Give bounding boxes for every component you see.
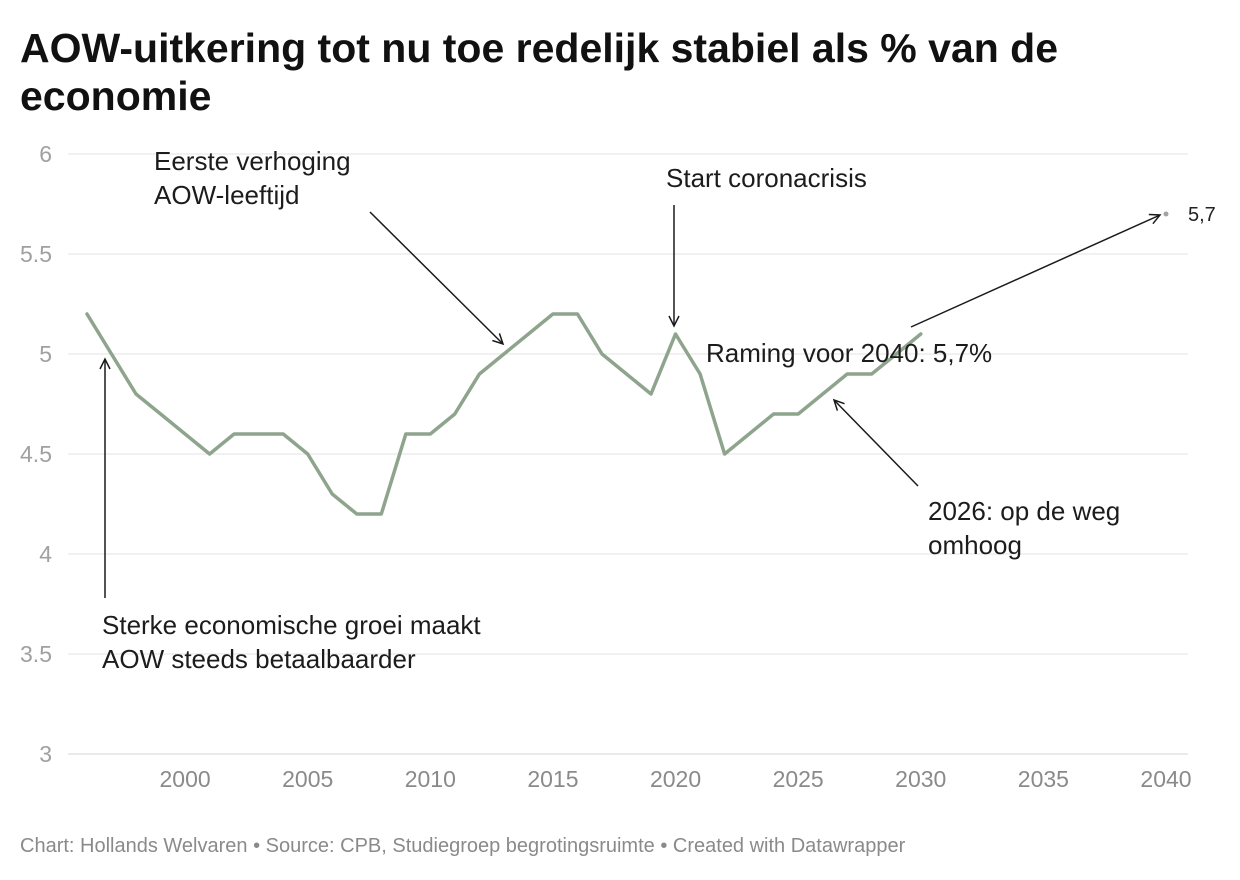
chart-title: AOW-uitkering tot nu toe redelijk stabie… [20,25,1059,119]
footer-source: Source: CPB, Studiegroep begrotingsruimt… [265,835,655,857]
annotation-line: Raming voor 2040: 5,7% [706,338,992,368]
y-tick-label: 3 [39,741,52,767]
line-chart: 33.544.555.56 2000 2005 2010 2015 2020 2025 20… [20,141,1216,792]
footer-created-with-link[interactable]: Created with Datawrapper [672,835,906,857]
annotation-line: AOW-leeftijd [154,180,299,210]
x-tick-label: 2010 [405,766,456,792]
annotation-corona-start: Start coronacrisis [666,163,867,193]
series-line [85,312,923,516]
x-tick-label: 2005 [282,766,333,792]
chart-footer: Chart: Hollands Welvaren • Source: CPB, … [20,834,905,858]
x-tick-label: 2000 [160,766,211,792]
y-tick-label: 6 [39,141,52,167]
annotation-strong-growth: Sterke economische groei maakt AOW steed… [102,610,488,674]
annotation-arrow [369,211,505,346]
annotation-line: Sterke economische groei maakt [102,610,481,640]
annotation-arrow [832,398,919,487]
y-tick-label: 4.5 [20,441,52,467]
projection-label: 5,7 [1188,204,1216,226]
gridlines [68,153,1188,755]
annotation-2026-upward: 2026: op de weg omhoog [928,496,1128,560]
y-axis: 3 3.5 4 4.5 5 5.5 6 [20,141,52,767]
footer-separator: • [660,835,668,857]
x-tick-label: 2020 [650,766,701,792]
annotations: Eerste verhoging AOW-leeftijd Start coro… [99,146,1162,674]
y-tick-label: 3.5 [20,641,52,667]
x-tick-label: 2015 [527,766,578,792]
annotation-forecast-2040: Raming voor 2040: 5,7% [706,338,992,368]
annotation-line: Start coronacrisis [666,163,867,193]
annotation-arrow [910,213,1162,328]
annotation-line: omhoog [928,530,1022,560]
annotation-line: 2026: op de weg [928,496,1120,526]
annotation-line: AOW steeds betaalbaarder [102,644,416,674]
footer-separator: • [253,835,261,857]
y-tick-label: 5 [39,341,52,367]
y-tick-label: 4 [39,541,52,567]
x-tick-label: 2040 [1140,766,1191,792]
x-tick-label: 2025 [773,766,824,792]
footer-credit: Chart: Hollands Welvaren [20,835,248,857]
x-tick-label: 2035 [1018,766,1069,792]
annotation-aow-age-increase: Eerste verhoging AOW-leeftijd [154,146,358,210]
projection-point [1163,211,1169,217]
y-tick-label: 5.5 [20,241,52,267]
annotation-line: Eerste verhoging [154,146,351,176]
x-axis: 2000 2005 2010 2015 2020 2025 2030 2035 2040 [160,766,1192,792]
x-tick-label: 2030 [895,766,946,792]
